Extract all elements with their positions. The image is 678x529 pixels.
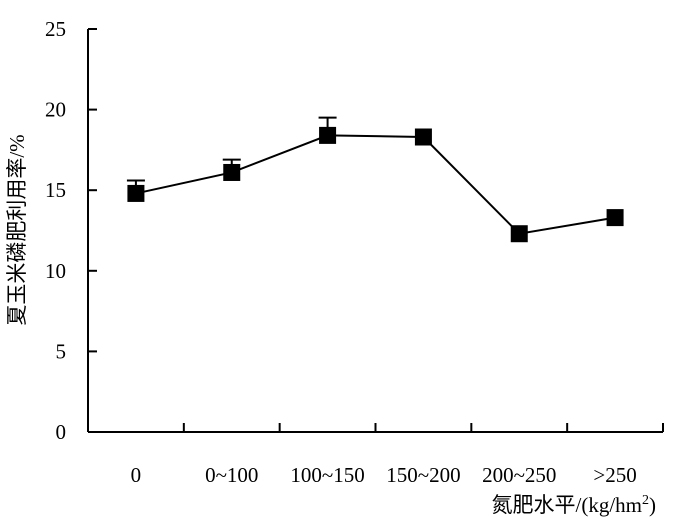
x-axis-title-end: ): [649, 493, 656, 517]
data-point: [319, 126, 337, 144]
data-point: [606, 209, 624, 227]
y-tick-label: 15: [45, 178, 66, 202]
x-tick-label: 100~150: [290, 463, 364, 487]
data-point: [510, 225, 528, 243]
y-tick-label: 0: [56, 420, 67, 444]
data-series: [126, 116, 624, 243]
data-point: [127, 184, 145, 202]
series-line: [135, 134, 616, 235]
y-tick-label: 20: [45, 98, 66, 122]
x-tick-label: 150~200: [386, 463, 460, 487]
x-tick-label: 200~250: [482, 463, 556, 487]
x-axis-title-main: 氮肥水平/(kg/hm: [492, 493, 643, 517]
y-axis: 0 5 10 15 20 25: [45, 17, 97, 444]
y-tick-label: 5: [56, 339, 67, 363]
x-axis-title: 氮肥水平/(kg/hm2): [492, 493, 657, 517]
data-point: [414, 128, 432, 146]
x-tick-label: 0~100: [205, 463, 258, 487]
x-axis-title-superscript: 2: [642, 493, 649, 508]
y-axis-title: 夏玉米磷肥利用率/%: [5, 134, 29, 325]
x-tick-label: 0: [131, 463, 142, 487]
y-tick-label: 10: [45, 259, 66, 283]
y-tick-label: 25: [45, 17, 66, 41]
x-tick-label: >250: [593, 463, 636, 487]
x-axis: 0 0~100 100~150 150~200 200~250 >250: [87, 423, 664, 487]
data-point: [223, 163, 241, 181]
